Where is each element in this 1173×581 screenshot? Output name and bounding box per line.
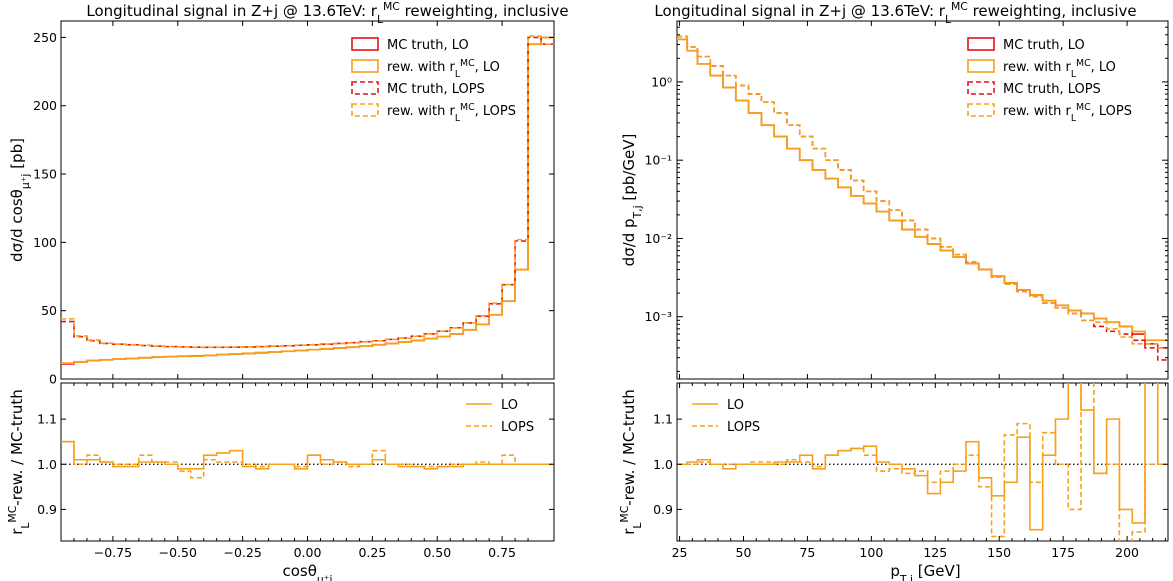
- right-main-series-3: [677, 35, 1168, 349]
- right-ratio-ytick-label: 0.9: [653, 502, 673, 517]
- left-main-legend-label: rew. with rLMC, LO: [387, 58, 500, 80]
- right-ratio-xtick-label: 25: [672, 545, 688, 560]
- left-main-legend-swatch: [351, 103, 379, 117]
- left-main-ytick-label: 0: [49, 372, 57, 387]
- right-ratio-legend-label: LO: [727, 398, 744, 413]
- left-ratio-ytick-label: 1.0: [37, 457, 57, 472]
- left-main-legend-label: MC truth, LO: [387, 38, 469, 53]
- left-ratio-legend-label: LOPS: [501, 420, 534, 435]
- left-main-ylabel: dσ/d cosθμ⁺j [pb]: [8, 138, 32, 262]
- left-ratio-xtick-label: 0.50: [423, 545, 451, 560]
- right-ratio-xtick-label: 100: [859, 545, 883, 560]
- right-main-legend-label: rew. with rLMC, LO: [1003, 58, 1116, 80]
- right-ratio-ylabel: rLMC-rew. / MC-truth: [618, 389, 644, 535]
- left-main-series-3: [61, 35, 554, 349]
- left-ratio-ylabel: rLMC-rew. / MC-truth: [6, 389, 32, 535]
- right-main-ylabel: dσ/d pT,j [pb/GeV]: [620, 134, 644, 267]
- left-main-legend-label: rew. with rLMC, LOPS: [387, 102, 516, 124]
- right-ratio-series-1: [677, 383, 1168, 541]
- right-main-ytick-label: 10⁻³: [644, 309, 672, 324]
- right-ratio-legend-label: LOPS: [727, 420, 760, 435]
- left-ratio-ytick-label: 0.9: [37, 502, 57, 517]
- left-main-ytick-label: 250: [33, 30, 57, 45]
- left-ratio-xtick-label: −0.50: [159, 545, 197, 560]
- left-main-ytick-label: 200: [33, 98, 57, 113]
- right-main-legend-swatch: [967, 103, 995, 117]
- left-ratio-xtick-label: 0.00: [294, 545, 322, 560]
- right-xlabel: pT,j [GeV]: [890, 562, 960, 581]
- left-ratio-ytick-label: 1.1: [37, 412, 57, 427]
- left-ratio-xtick-label: 0.25: [358, 545, 386, 560]
- left-main-legend-swatch: [351, 37, 379, 51]
- right-ratio-xtick-label: 150: [987, 545, 1011, 560]
- right-ratio-ytick-label: 1.0: [653, 457, 673, 472]
- left-main-legend-swatch: [351, 59, 379, 73]
- left-main-ytick-label: 50: [41, 303, 57, 318]
- right-ratio-xtick-label: 75: [799, 545, 815, 560]
- left-xlabel: cosθμ⁺j: [283, 562, 333, 581]
- right-ratio-xtick-label: 200: [1115, 545, 1139, 560]
- right-main-legend-swatch: [967, 37, 995, 51]
- right-ratio-series-0: [677, 383, 1168, 531]
- left-title: Longitudinal signal in Z+j @ 13.6TeV: rL…: [86, 0, 568, 26]
- right-main-ytick-label: 10⁻¹: [644, 153, 672, 168]
- right-main-ytick-label: 10⁰: [651, 74, 672, 89]
- right-main-legend-label: MC truth, LO: [1003, 38, 1085, 53]
- left-main-legend-label: MC truth, LOPS: [387, 82, 485, 97]
- left-ratio-series-1: [61, 440, 554, 479]
- right-ratio-xtick-label: 50: [736, 545, 752, 560]
- right-main-legend-swatch: [967, 59, 995, 73]
- left-ratio-xtick-label: 0.75: [488, 545, 516, 560]
- left-ratio-legend-label: LO: [501, 398, 518, 413]
- right-main-ytick-label: 10⁻²: [644, 231, 672, 246]
- right-title: Longitudinal signal in Z+j @ 13.6TeV: rL…: [654, 0, 1136, 26]
- right-ratio-ytick-label: 1.1: [653, 412, 673, 427]
- right-main-legend-swatch: [967, 81, 995, 95]
- right-ratio-xtick-label: 125: [923, 545, 947, 560]
- left-ratio-xtick-label: −0.25: [223, 545, 261, 560]
- left-main-ytick-label: 100: [33, 235, 57, 250]
- right-main-series-1: [677, 38, 1168, 342]
- left-main-legend-swatch: [351, 81, 379, 95]
- right-main-frame: [676, 20, 1169, 380]
- right-ratio-xtick-label: 175: [1051, 545, 1075, 560]
- right-main-legend-label: MC truth, LOPS: [1003, 82, 1101, 97]
- right-main-legend-label: rew. with rLMC, LOPS: [1003, 102, 1132, 124]
- left-main-ytick-label: 150: [33, 167, 57, 182]
- left-ratio-xtick-label: −0.75: [94, 545, 132, 560]
- left-main-series-1: [61, 36, 554, 365]
